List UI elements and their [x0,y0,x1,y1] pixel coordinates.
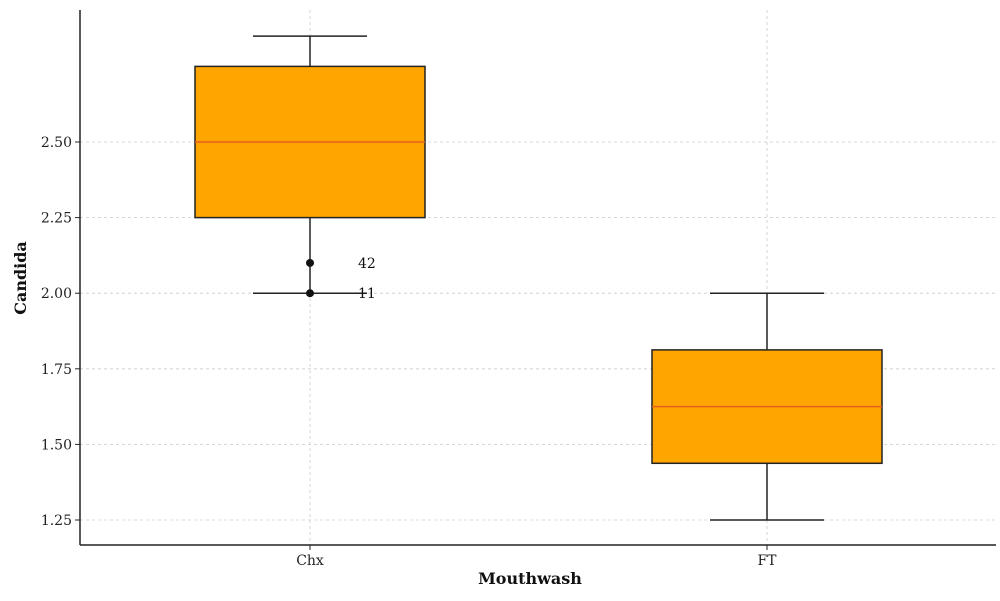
ticks: 1.25 1.50 1.75 2.00 2.25 2.50 Chx FT [41,135,777,569]
x-axis-title: Mouthwash [478,569,582,588]
box-ft [651,292,883,521]
y-tick-label: 2.00 [41,286,72,302]
outlier-point [306,258,314,267]
x-tick-label: Chx [296,553,324,569]
boxes: 42 11 [194,35,883,521]
outlier-label: 42 [358,256,376,272]
y-tick-label: 2.50 [41,135,72,151]
outlier-label: 11 [358,286,376,302]
box-chx: 42 11 [194,35,426,302]
y-tick-label: 1.25 [41,513,72,529]
y-tick-label: 1.75 [41,362,72,378]
axes [79,10,996,546]
y-axis-title: Candida [11,241,30,315]
outlier-point [306,289,314,298]
x-tick-label: FT [757,553,777,569]
y-tick-label: 1.50 [41,437,72,453]
y-tick-label: 2.25 [41,211,72,227]
